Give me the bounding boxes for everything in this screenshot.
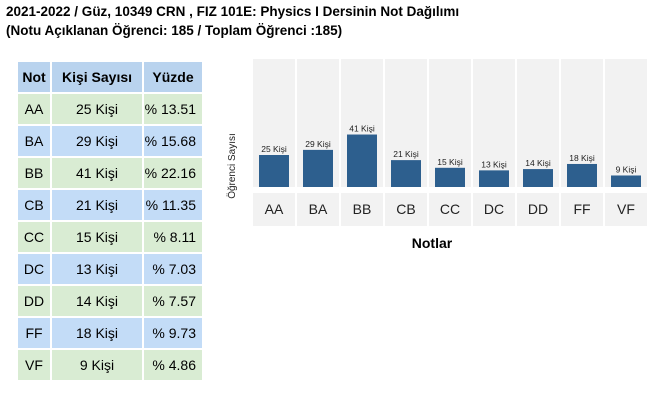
table-row: DC 13 Kişi % 7.03: [18, 254, 202, 284]
header-count: Kişi Sayısı: [52, 62, 142, 92]
header-percent: Yüzde: [144, 62, 202, 92]
cell-grade: BA: [18, 126, 50, 156]
table-row: AA 25 Kişi % 13.51: [18, 94, 202, 124]
bar-label: 15 Kişi: [437, 157, 463, 167]
table-row: CC 15 Kişi % 8.11: [18, 222, 202, 252]
bar-cc: [435, 167, 465, 187]
bar-cb: [391, 160, 421, 187]
category-cell: [605, 193, 647, 226]
category-cell: [253, 193, 295, 226]
table-row: DD 14 Kişi % 7.57: [18, 286, 202, 316]
cell-grade: CC: [18, 222, 50, 252]
category-cell: [517, 193, 559, 226]
table-header-row: Not Kişi Sayısı Yüzde: [18, 62, 202, 92]
category-label: DD: [528, 201, 548, 217]
cell-grade: DC: [18, 254, 50, 284]
category-label: CC: [440, 201, 460, 217]
bar-label: 13 Kişi: [481, 159, 507, 169]
plot-cell: [429, 59, 471, 187]
bar-label: 29 Kişi: [305, 139, 331, 149]
bar-ba: [303, 149, 333, 187]
plot-cell: [517, 59, 559, 187]
category-cell: [473, 193, 515, 226]
cell-grade: DD: [18, 286, 50, 316]
cell-count: 25 Kişi: [52, 94, 142, 124]
bar-label: 14 Kişi: [525, 158, 551, 168]
cell-grade: VF: [18, 350, 50, 380]
page-title: 2021-2022 / Güz, 10349 CRN , FIZ 101E: P…: [6, 2, 459, 40]
plot-cell: [473, 59, 515, 187]
cell-count: 13 Kişi: [52, 254, 142, 284]
category-label: AA: [265, 201, 284, 217]
cell-percent: % 8.11: [144, 222, 202, 252]
category-label: FF: [573, 201, 590, 217]
cell-count: 18 Kişi: [52, 318, 142, 348]
chart-bar-labels: 25 Kişi 29 Kişi 41 Kişi 21 Kişi 15 Kişi 13 Ki…: [261, 124, 636, 175]
cell-count: 9 Kişi: [52, 350, 142, 380]
category-cell: [561, 193, 603, 226]
cell-grade: CB: [18, 190, 50, 220]
cell-count: 29 Kişi: [52, 126, 142, 156]
table-row: BA 29 Kişi % 15.68: [18, 126, 202, 156]
x-axis-label: Notlar: [412, 235, 453, 251]
cell-grade: FF: [18, 318, 50, 348]
table-row: CB 21 Kişi % 11.35: [18, 190, 202, 220]
bar-dc: [479, 170, 509, 187]
cell-percent: % 15.68: [144, 126, 202, 156]
cell-percent: % 7.03: [144, 254, 202, 284]
table-row: FF 18 Kişi % 9.73: [18, 318, 202, 348]
cell-percent: % 7.57: [144, 286, 202, 316]
category-label: VF: [617, 201, 635, 217]
title-line-2: (Notu Açıklanan Öğrenci: 185 / Toplam Öğ…: [6, 23, 343, 38]
chart-bars: [259, 134, 641, 187]
bar-label: 21 Kişi: [393, 149, 419, 159]
cell-count: 15 Kişi: [52, 222, 142, 252]
bar-vf: [611, 175, 641, 187]
cell-percent: % 22.16: [144, 158, 202, 188]
header-grade: Not: [18, 62, 50, 92]
y-axis-label: Öğrenci Sayısı: [226, 133, 238, 199]
cell-percent: % 9.73: [144, 318, 202, 348]
plot-cell: [605, 59, 647, 187]
table-row: BB 41 Kişi % 22.16: [18, 158, 202, 188]
cell-percent: % 13.51: [144, 94, 202, 124]
cell-percent: % 4.86: [144, 350, 202, 380]
category-cell: [297, 193, 339, 226]
category-label: CB: [396, 201, 415, 217]
chart-category-labels: AA BA BB CB CC DC DD FF VF: [265, 201, 635, 217]
bar-label: 18 Kişi: [569, 153, 595, 163]
bar-label: 41 Kişi: [349, 124, 375, 134]
cell-percent: % 11.35: [144, 190, 202, 220]
title-line-1: 2021-2022 / Güz, 10349 CRN , FIZ 101E: P…: [6, 4, 460, 19]
cell-count: 21 Kişi: [52, 190, 142, 220]
cell-grade: AA: [18, 94, 50, 124]
cell-count: 41 Kişi: [52, 158, 142, 188]
bar-label: 9 Kişi: [616, 164, 637, 174]
category-label: DC: [484, 201, 504, 217]
grade-distribution-chart: Öğrenci Sayısı 25 Kişi 29 Kişi 41 Kişi 21 K…: [226, 59, 647, 251]
category-label: BA: [309, 201, 328, 217]
table-row: VF 9 Kişi % 4.86: [18, 350, 202, 380]
grade-distribution-table: Not Kişi Sayısı Yüzde AA 25 Kişi % 13.51…: [16, 60, 204, 382]
bar-aa: [259, 155, 289, 187]
category-cell: [341, 193, 383, 226]
cell-count: 14 Kişi: [52, 286, 142, 316]
bar-bb: [347, 134, 377, 187]
category-label: BB: [353, 201, 372, 217]
bar-label: 25 Kişi: [261, 144, 287, 154]
category-cell: [385, 193, 427, 226]
bar-dd: [523, 169, 553, 187]
bar-ff: [567, 163, 597, 187]
cell-grade: BB: [18, 158, 50, 188]
category-cell: [429, 193, 471, 226]
